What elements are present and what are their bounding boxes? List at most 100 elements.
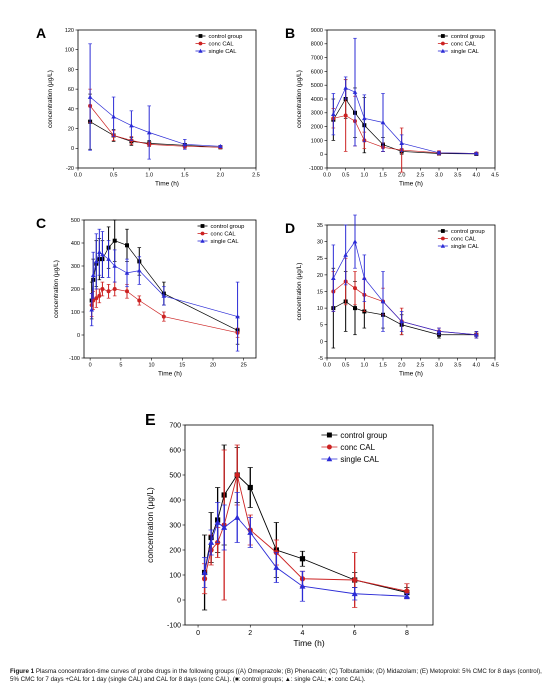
x-tick-label-b: 1.5	[379, 173, 387, 179]
legend-marker-conc-c	[200, 231, 205, 236]
chart-panel-e: E 0 2 4 6 8 -100 0 100 200 300 400 500 600 700 Time (h)…	[145, 412, 434, 648]
y-tick-label-b: 3000	[311, 111, 323, 117]
x-tick-label-b: 2.5	[417, 173, 425, 179]
x-tick-label-b: 2.0	[398, 173, 406, 179]
data-point-single-d	[380, 299, 386, 304]
y-tick-label-e: 400	[169, 497, 181, 504]
y-tick-label-b: 8000	[311, 42, 323, 48]
x-axis-label-c: Time (h)	[158, 370, 182, 377]
x-tick-label-d: 0.0	[323, 363, 331, 369]
data-point-control-c	[125, 243, 129, 248]
caption-label: Figure 1	[10, 668, 35, 675]
series-conc-c	[89, 281, 240, 338]
x-tick-label-c: 0	[89, 363, 92, 369]
y-tick-label-a: 60	[68, 87, 74, 93]
data-point-single-d	[343, 252, 348, 257]
chart-panel-c: C 0 5 10 15 20 25 -100 0 100 200 300 400 500 Time (h) c…	[36, 215, 257, 377]
data-point-single-c	[93, 259, 99, 264]
y-tick-label-a: 40	[68, 107, 74, 113]
x-tick-label-e: 6	[353, 630, 357, 637]
legend-marker-single-b	[440, 48, 446, 53]
legend-marker-single-c	[200, 238, 205, 243]
legend-label-single-b: single CAL	[451, 49, 480, 55]
y-tick-label-e: 600	[169, 447, 181, 454]
data-point-single-c	[100, 252, 105, 257]
data-point-conc-c	[97, 293, 102, 298]
data-point-single-b	[331, 111, 336, 116]
x-axis-label-d: Time (h)	[399, 370, 423, 377]
x-tick-label-a: 1.5	[181, 173, 189, 179]
y-tick-label-b: 2000	[311, 125, 323, 131]
data-point-single-c	[235, 314, 240, 319]
x-tick-label-d: 4.5	[491, 363, 499, 369]
series-conc-e	[201, 444, 410, 608]
y-tick-label-b: -1000	[309, 166, 323, 172]
data-point-conc-c	[112, 287, 117, 291]
legend-label-conc-b: conc CAL	[451, 42, 477, 48]
data-point-single-c	[89, 307, 94, 312]
y-tick-label-a: 0	[71, 146, 74, 152]
x-tick-label-a: 2.5	[252, 173, 260, 179]
data-point-conc-c	[100, 287, 105, 291]
x-tick-label-a: 2.0	[217, 173, 225, 179]
data-point-single-d	[436, 329, 442, 334]
series-conc-d	[331, 257, 479, 339]
x-tick-label-d: 0.5	[342, 363, 350, 369]
y-tick-label-a: -20	[66, 166, 74, 172]
series-line-conc-e	[204, 474, 407, 592]
data-point-single-e	[273, 564, 280, 570]
data-point-conc-c	[125, 289, 129, 294]
legend-marker-control-b	[440, 34, 445, 38]
legend-marker-conc-b	[440, 41, 445, 46]
y-tick-label-e: 500	[169, 472, 181, 479]
data-point-single-e	[234, 514, 241, 520]
data-point-single-c	[124, 270, 130, 275]
y-tick-label-e: 200	[169, 547, 181, 554]
data-point-conc-c	[161, 314, 166, 319]
data-point-single-c	[112, 263, 118, 268]
y-axis-label-d: concentration (μg/L)	[296, 263, 303, 321]
data-point-single-e	[403, 593, 410, 599]
data-point-single-a	[111, 114, 116, 119]
x-tick-label-a: 1.0	[145, 173, 153, 179]
legend-marker-control-d	[440, 229, 445, 233]
legend-label-control-e: control group	[340, 431, 387, 440]
legend-label-conc-c: conc CAL	[211, 232, 237, 238]
y-tick-label-c: 500	[71, 218, 80, 224]
legend-label-control-b: control group	[451, 34, 485, 40]
data-point-single-d	[399, 319, 404, 324]
legend-label-conc-e: conc CAL	[340, 443, 375, 452]
y-tick-label-a: 120	[65, 28, 74, 34]
data-point-single-c	[97, 249, 102, 254]
x-tick-label-e: 8	[405, 630, 409, 637]
data-point-single-a	[87, 94, 93, 99]
plot-frame-a	[77, 29, 257, 169]
data-point-single-a	[129, 123, 134, 128]
series-line-control-e	[204, 474, 407, 593]
y-tick-label-b: 5000	[311, 83, 323, 89]
y-tick-label-a: 100	[65, 48, 74, 54]
y-tick-label-c: 200	[71, 287, 80, 293]
y-tick-label-b: 1000	[311, 138, 323, 144]
data-point-single-e	[208, 539, 215, 545]
data-point-single-a	[218, 143, 223, 149]
x-tick-label-b: 4.5	[491, 173, 499, 179]
y-tick-label-c: 0	[77, 333, 80, 339]
series-line-single-a	[89, 96, 221, 147]
x-tick-label-e: 4	[301, 630, 305, 637]
data-point-single-d	[362, 275, 367, 280]
y-tick-label-b: 7000	[311, 56, 323, 62]
data-point-single-e	[221, 524, 228, 530]
legend-label-control-c: control group	[211, 224, 245, 230]
x-tick-label-d: 1.5	[379, 363, 387, 369]
y-tick-label-d: 25	[317, 256, 323, 262]
legend-marker-single-a	[198, 48, 203, 53]
y-axis-label-c: concentration (μg/L)	[53, 260, 60, 318]
data-point-single-e	[201, 569, 208, 575]
x-tick-label-e: 0	[196, 630, 200, 637]
x-axis-label-b: Time (h)	[399, 180, 423, 187]
y-tick-label-d: 10	[317, 306, 323, 312]
data-point-conc-e	[234, 472, 240, 478]
x-tick-label-c: 5	[119, 363, 122, 369]
legend-marker-single-d	[440, 243, 446, 248]
